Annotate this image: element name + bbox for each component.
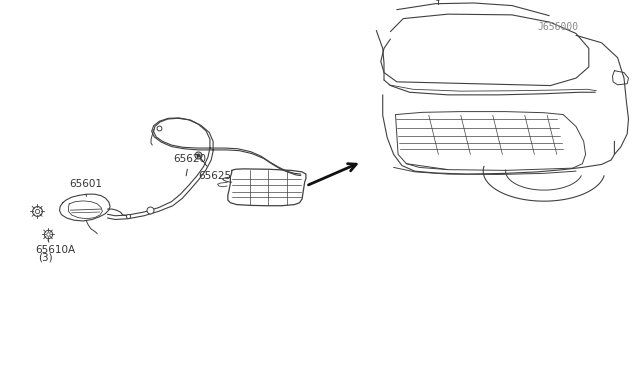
Text: J656000: J656000	[538, 22, 579, 32]
Text: 65610A: 65610A	[35, 245, 76, 255]
Text: 65601: 65601	[69, 179, 102, 196]
Text: 65620: 65620	[173, 154, 206, 176]
Text: (3): (3)	[38, 253, 53, 263]
Text: 65625: 65625	[198, 158, 232, 181]
